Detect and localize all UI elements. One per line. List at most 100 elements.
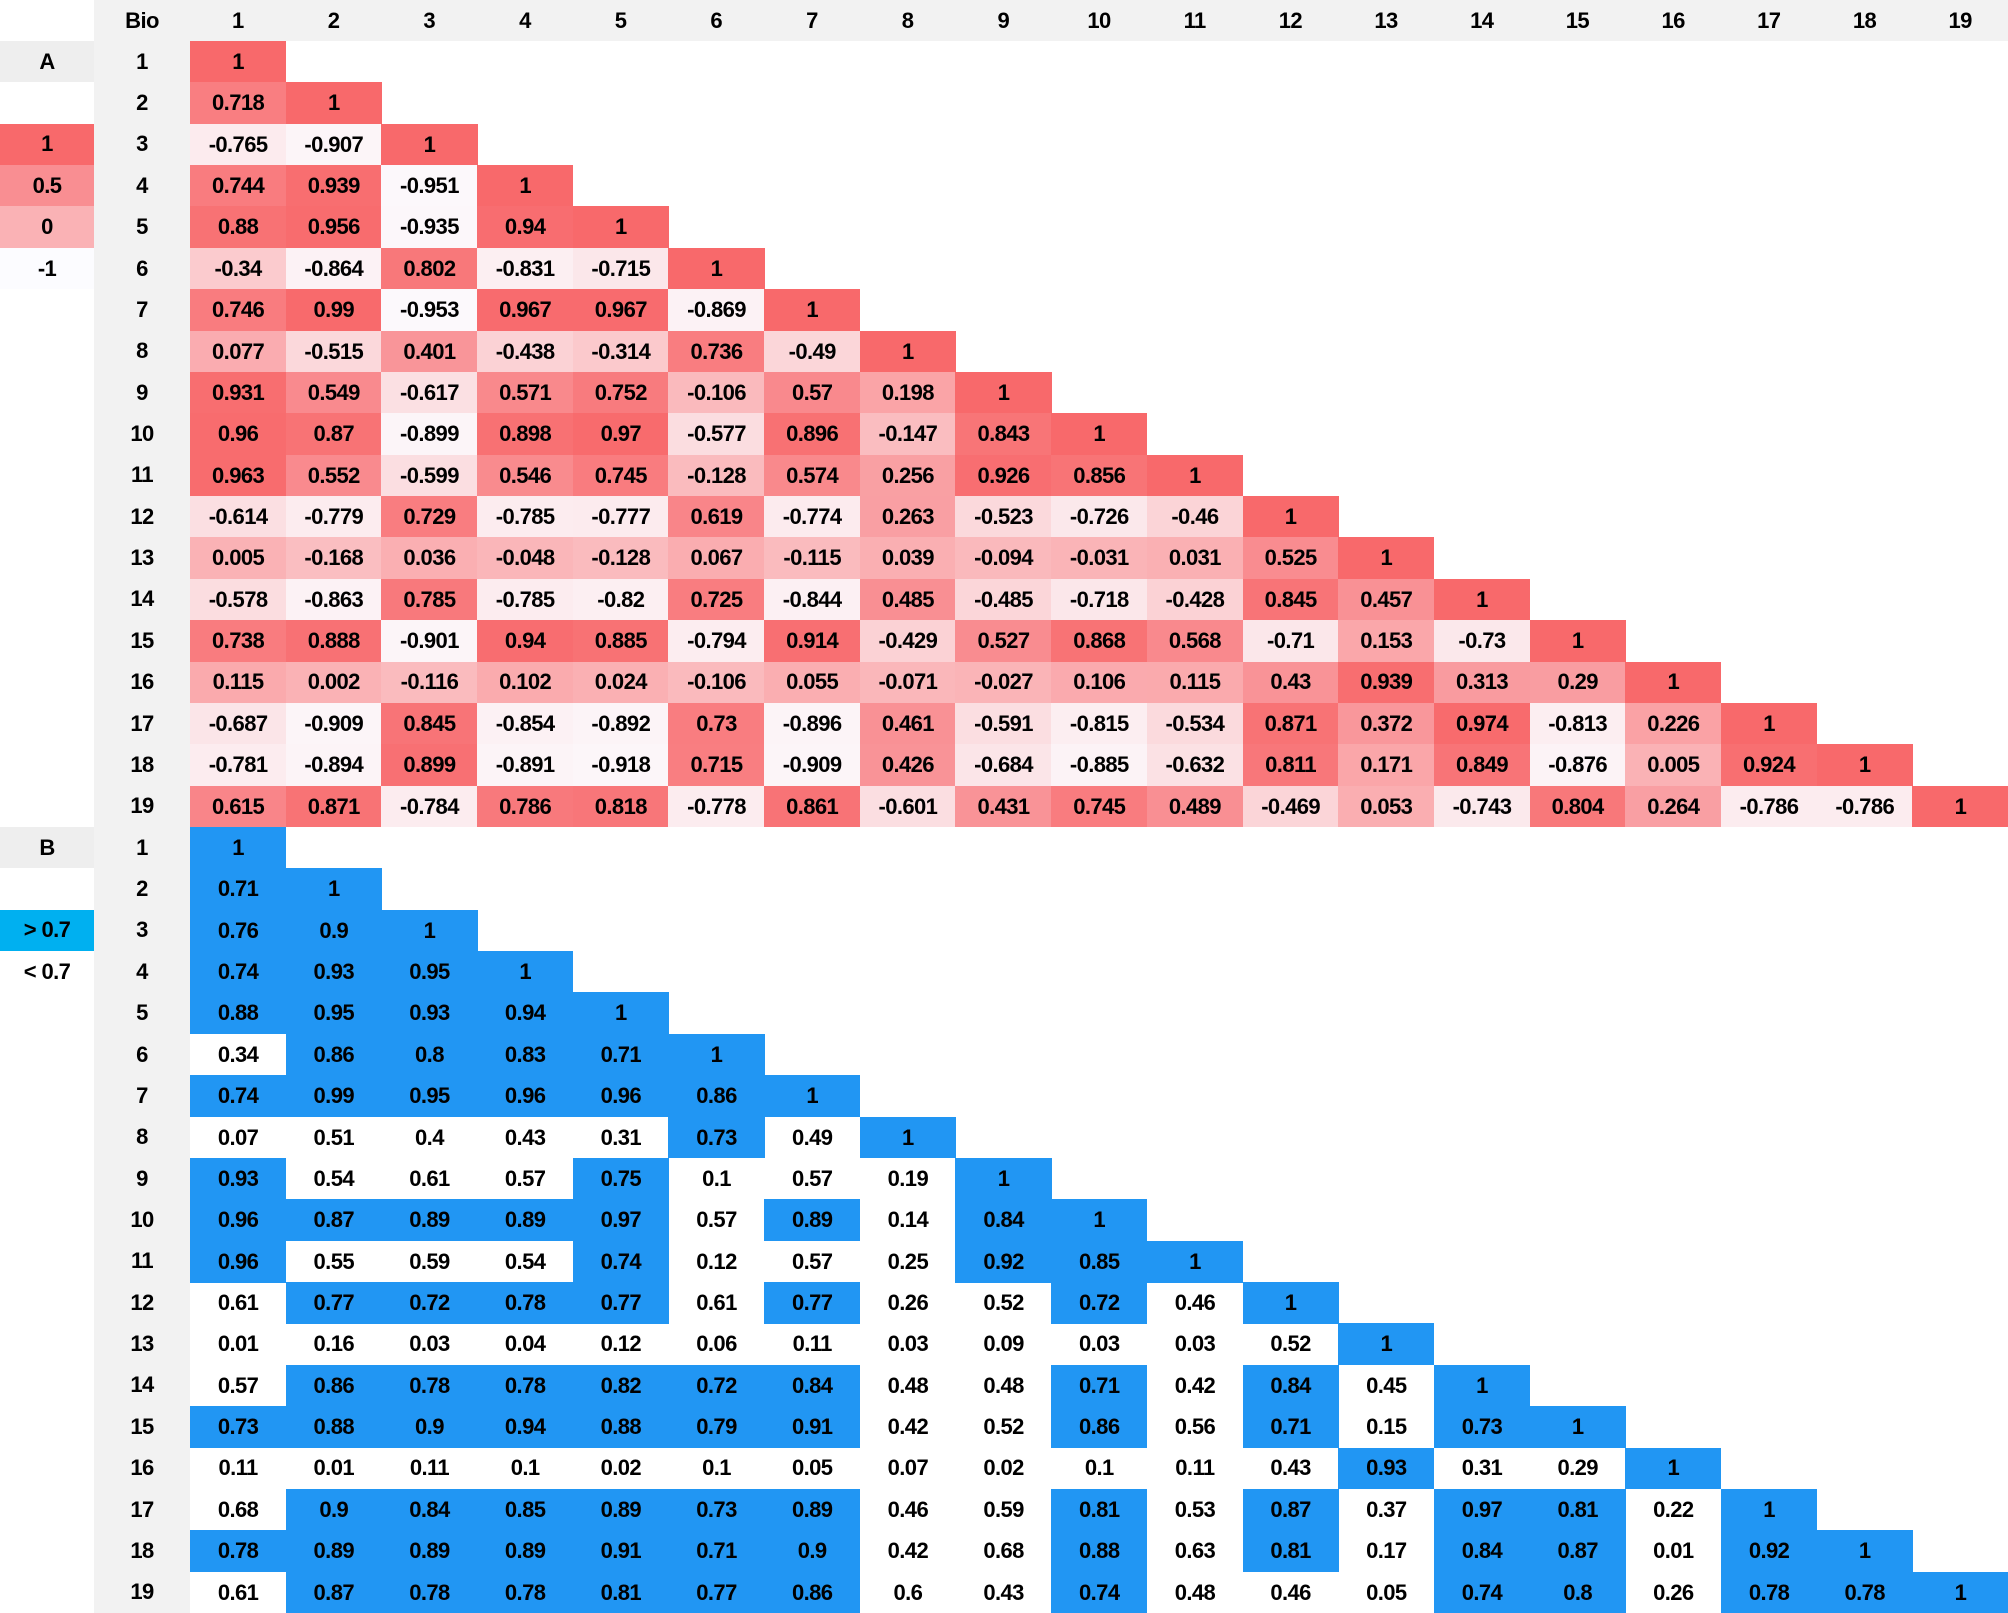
value-cell: 0.97 (572, 1199, 669, 1242)
value-cell: 0.04 (504, 1331, 546, 1357)
value-cell: 0.77 (668, 1571, 765, 1613)
value-cell: 0.55 (313, 1248, 355, 1274)
value-cell: -0.863 (285, 578, 382, 621)
value-cell: 0.95 (285, 992, 382, 1035)
value-cell: 0.93 (285, 951, 382, 993)
value-cell: 1 (1051, 1199, 1148, 1242)
row-label: 15 (130, 627, 154, 653)
value-cell: 1 (285, 82, 382, 125)
value-cell: 0.077 (190, 330, 287, 373)
value-cell: 0.86 (285, 1033, 382, 1076)
value-cell: 0.19 (887, 1165, 929, 1191)
value-cell: 0.002 (285, 661, 382, 704)
row-label: 19 (130, 793, 154, 819)
value-cell: 1 (477, 165, 574, 207)
value-cell: 0.86 (764, 1571, 861, 1613)
legend-item: 0 (0, 206, 94, 248)
value-cell: 0.42 (887, 1414, 929, 1440)
row-label: 16 (130, 669, 154, 695)
header-bg (94, 0, 2008, 41)
value-cell: 0.96 (190, 1240, 287, 1283)
column-header: 3 (423, 7, 436, 33)
value-cell: 0.84 (764, 1364, 861, 1407)
value-cell: 0.89 (572, 1488, 669, 1531)
value-cell: -0.49 (764, 330, 861, 373)
value-cell: 0.43 (1270, 1455, 1311, 1481)
value-cell: -0.909 (764, 744, 861, 787)
value-cell: -0.577 (668, 413, 765, 456)
value-cell: -0.71 (1242, 620, 1339, 663)
value-cell: 0.96 (190, 413, 287, 456)
value-cell: -0.896 (764, 702, 861, 745)
row-label: 13 (130, 1331, 154, 1357)
value-cell: 1 (1242, 1282, 1339, 1324)
value-cell: -0.869 (668, 289, 765, 332)
value-cell: 0.914 (764, 620, 861, 663)
row-label: 2 (136, 876, 148, 902)
row-label: 7 (136, 1082, 148, 1108)
value-cell: 0.94 (477, 620, 574, 663)
value-cell: 0.53 (1174, 1496, 1216, 1522)
value-cell: 0.52 (1270, 1331, 1311, 1357)
value-cell: 0.92 (1720, 1530, 1818, 1573)
value-cell: 0.87 (1529, 1530, 1626, 1573)
value-cell: 0.372 (1338, 702, 1435, 745)
row-label: 6 (136, 255, 148, 281)
value-cell: 0.78 (477, 1364, 574, 1407)
value-cell: 0.87 (285, 1571, 382, 1613)
value-cell: 0.52 (983, 1289, 1024, 1315)
row-label: 18 (130, 751, 154, 777)
value-cell: 1 (1720, 1488, 1818, 1531)
value-cell: 0.843 (955, 413, 1052, 456)
row-label: 4 (136, 958, 148, 984)
value-cell: 0.871 (1242, 702, 1339, 745)
value-cell: 0.74 (1051, 1571, 1148, 1613)
column-header: 13 (1374, 7, 1398, 33)
value-cell: 0.01 (217, 1331, 259, 1357)
value-cell: 0.811 (1242, 744, 1339, 787)
value-cell: 0.031 (1146, 537, 1243, 580)
value-cell: -0.779 (285, 496, 382, 538)
value-cell: 0.71 (1051, 1364, 1148, 1407)
value-cell: 1 (381, 123, 478, 166)
value-cell: 1 (1529, 1406, 1626, 1449)
value-cell: -0.784 (381, 785, 478, 828)
value-cell: 0.72 (668, 1364, 765, 1407)
value-cell: 1 (955, 1157, 1052, 1200)
value-cell: -0.469 (1242, 785, 1339, 828)
value-cell: 1 (955, 371, 1052, 414)
value-cell: 0.746 (190, 289, 287, 332)
value-cell: 0.96 (477, 1075, 574, 1118)
value-cell: -0.718 (1051, 578, 1148, 621)
value-cell: 0.49 (791, 1124, 833, 1150)
value-cell: -0.774 (764, 496, 861, 538)
value-cell: 0.88 (190, 206, 287, 249)
value-cell: 0.89 (764, 1199, 861, 1242)
value-cell: 0.264 (1625, 785, 1722, 828)
value-cell: 0.89 (381, 1530, 478, 1573)
value-cell: 0.11 (1175, 1455, 1215, 1481)
value-cell: -0.485 (955, 578, 1052, 621)
value-cell: 0.61 (217, 1579, 259, 1605)
value-cell: 0.84 (381, 1488, 478, 1531)
value-cell: 0.81 (1242, 1530, 1339, 1573)
column-header: 5 (614, 7, 627, 33)
value-cell: 0.1 (510, 1455, 540, 1481)
value-cell: 1 (668, 1033, 765, 1076)
value-cell: 0.9 (285, 1488, 382, 1531)
value-cell: -0.094 (955, 537, 1052, 580)
section-label: A (0, 41, 94, 83)
value-cell: 1 (1720, 702, 1818, 745)
bio-column-bg (94, 41, 190, 1613)
value-cell: 0.93 (381, 992, 478, 1035)
value-cell: 0.52 (983, 1414, 1024, 1440)
value-cell: 1 (1338, 1323, 1435, 1366)
row-label: 18 (130, 1537, 154, 1563)
value-cell: 1 (572, 206, 669, 249)
value-cell: 0.1 (1084, 1455, 1114, 1481)
value-cell: 0.718 (190, 82, 287, 125)
value-cell: 0.106 (1051, 661, 1148, 704)
value-cell: 0.01 (1653, 1538, 1694, 1564)
value-cell: 0.71 (572, 1033, 669, 1076)
